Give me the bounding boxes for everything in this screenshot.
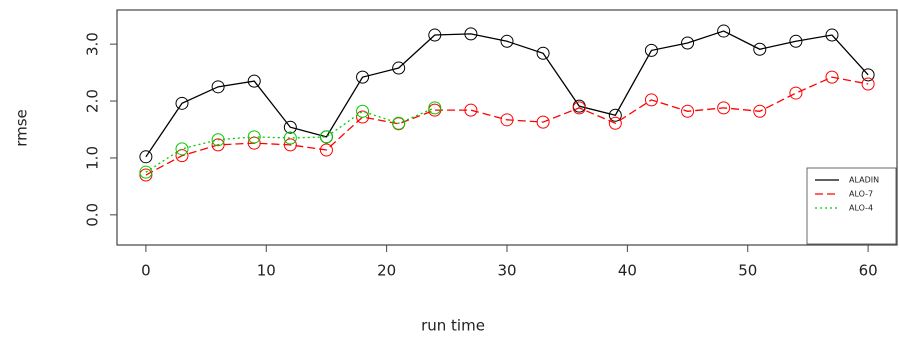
x-tick-label: 40 (618, 262, 637, 280)
x-tick-label: 10 (257, 262, 276, 280)
point (717, 24, 731, 38)
point (681, 36, 695, 50)
point (644, 43, 658, 57)
x-tick-label: 0 (141, 262, 151, 280)
point (392, 61, 406, 75)
point (825, 70, 839, 84)
y-tick-label: 1.0 (84, 146, 102, 170)
legend-label: ALO-4 (849, 204, 873, 213)
point (139, 150, 153, 164)
y-axis-label: rmse (13, 109, 31, 147)
series-line (145, 30, 869, 158)
y-tick-label: 3.0 (84, 32, 102, 56)
point (608, 108, 622, 122)
point (356, 70, 370, 84)
point (283, 120, 297, 134)
point (356, 110, 370, 124)
point (175, 142, 189, 156)
point (428, 101, 442, 115)
point (861, 68, 875, 82)
point (428, 28, 442, 42)
point (319, 143, 333, 157)
point (536, 115, 550, 129)
point (175, 96, 189, 110)
point (789, 34, 803, 48)
series-line (145, 76, 869, 176)
point (572, 101, 586, 115)
point (319, 130, 333, 144)
point (464, 103, 478, 117)
point (789, 86, 803, 100)
point (283, 138, 297, 152)
point (247, 74, 261, 88)
point (139, 165, 153, 179)
point (681, 104, 695, 118)
point (247, 130, 261, 144)
point (644, 93, 658, 107)
x-tick-label: 50 (738, 262, 757, 280)
point (283, 131, 297, 145)
point (500, 34, 514, 48)
point (211, 133, 225, 147)
point (825, 28, 839, 42)
y-tick-label: 2.0 (84, 89, 102, 113)
legend-label: ALADIN (849, 176, 879, 185)
series-line (145, 107, 436, 173)
point (536, 46, 550, 60)
legend-label: ALO-7 (849, 190, 873, 199)
point (464, 27, 478, 41)
point (608, 116, 622, 130)
point (356, 104, 370, 118)
point (717, 101, 731, 115)
legend-box (806, 167, 897, 245)
x-axis-label: run time (421, 317, 485, 335)
x-tick-label: 60 (859, 262, 878, 280)
point (211, 80, 225, 94)
point (500, 113, 514, 127)
point (211, 138, 225, 152)
point (175, 149, 189, 163)
point (139, 168, 153, 182)
point (753, 42, 767, 56)
point (861, 77, 875, 91)
x-tick-label: 30 (497, 262, 516, 280)
y-tick-label: 0.0 (84, 203, 102, 227)
point (392, 116, 406, 130)
point (753, 104, 767, 118)
x-tick-label: 20 (377, 262, 396, 280)
